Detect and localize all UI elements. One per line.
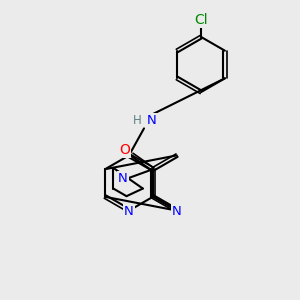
Text: N: N [118, 172, 128, 185]
Text: N: N [124, 205, 134, 218]
Text: N: N [172, 205, 182, 218]
Text: O: O [119, 143, 130, 157]
Text: H: H [133, 114, 142, 128]
Text: Cl: Cl [194, 13, 208, 27]
Text: N: N [147, 114, 156, 128]
